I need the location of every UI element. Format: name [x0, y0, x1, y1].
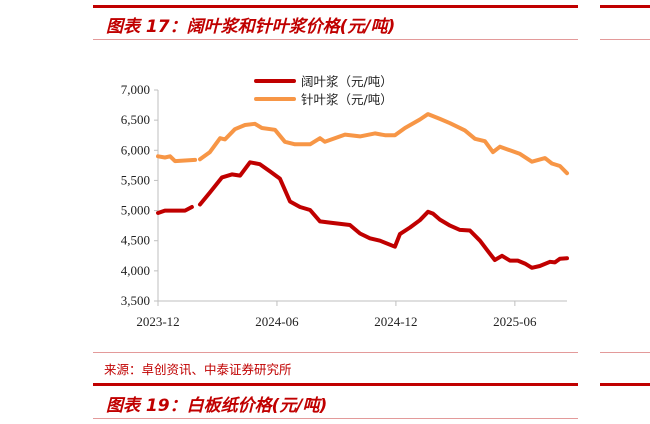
top-rule — [93, 5, 578, 8]
source-note: 来源：卓创资讯、中泰证券研究所 — [104, 362, 292, 377]
y-tick-label: 5,500 — [121, 172, 150, 187]
y-tick-label: 3,500 — [121, 293, 150, 308]
figure-19-rule — [93, 383, 578, 386]
y-tick-label: 4,000 — [121, 263, 150, 278]
title-underline — [93, 39, 578, 40]
source-top-rule — [93, 352, 578, 353]
legend-label-hardwood: 阔叶浆（元/吨） — [301, 74, 393, 89]
figure-17-title: 图表 17：阔叶浆和针叶浆价格(元/吨) — [106, 17, 396, 37]
y-tick-label: 6,000 — [121, 142, 150, 157]
x-tick-label: 2023-12 — [136, 314, 179, 329]
y-tick-label: 4,500 — [121, 233, 150, 248]
x-tick-label: 2024-12 — [374, 314, 417, 329]
next-column-rule-2 — [600, 383, 650, 386]
next-column-source-rule — [600, 352, 650, 353]
y-tick-label: 5,000 — [121, 203, 150, 218]
x-tick-label: 2025-06 — [493, 314, 537, 329]
softwood-pulp-line — [156, 112, 569, 176]
figure-19-underline — [93, 418, 578, 419]
y-tick-label: 7,000 — [121, 82, 150, 97]
next-column-rule — [600, 5, 650, 8]
hardwood-pulp-line — [156, 160, 569, 270]
next-column-underline — [600, 39, 650, 40]
figure-19-title: 图表 19：白板纸价格(元/吨) — [106, 396, 328, 416]
y-tick-label: 6,500 — [121, 112, 150, 127]
legend-label-softwood: 针叶浆（元/吨） — [301, 92, 393, 107]
x-tick-label: 2024-06 — [255, 314, 299, 329]
